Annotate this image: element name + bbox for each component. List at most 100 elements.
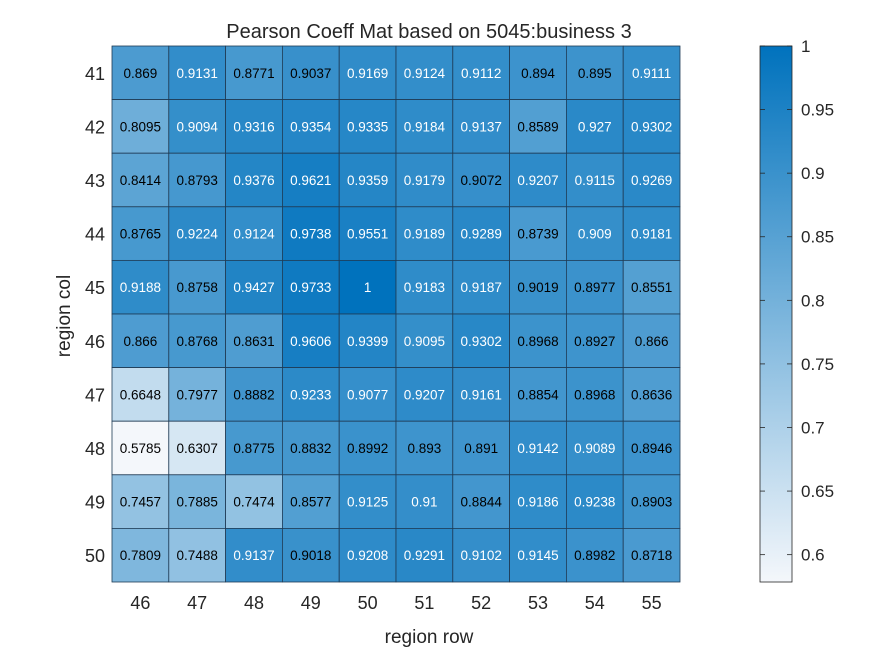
- heatmap-cell: [338, 259, 397, 315]
- heatmap-cell-label: 0.9733: [290, 280, 331, 295]
- heatmap-cell: [566, 367, 624, 422]
- heatmap-cell-label: 0.7809: [120, 548, 161, 563]
- heatmap-cell: [281, 420, 340, 476]
- heatmap-cell: [281, 474, 340, 529]
- heatmap-cell-label: 0.9112: [461, 66, 501, 81]
- heatmap-cell-label: 0.9077: [347, 387, 388, 402]
- y-tick-label: 50: [85, 546, 105, 566]
- heatmap-cell-label: 0.927: [578, 119, 612, 134]
- heatmap-cell-label: 0.6307: [177, 441, 218, 456]
- heatmap-cell-label: 0.9354: [290, 119, 332, 134]
- heatmap-cell: [509, 528, 567, 583]
- heatmap-cell: [395, 367, 454, 422]
- heatmap-cell-label: 0.9137: [461, 119, 502, 134]
- heatmap-cell: [111, 367, 170, 422]
- heatmap-cell: [622, 99, 681, 154]
- heatmap-cell: [395, 313, 454, 368]
- heatmap-cell-label: 0.7885: [177, 495, 218, 510]
- heatmap-cell-label: 0.9738: [290, 227, 331, 242]
- heatmap-cell-label: 0.8854: [517, 387, 559, 402]
- heatmap-cell-label: 0.9359: [347, 173, 388, 188]
- heatmap-cell: [111, 45, 170, 100]
- colorbar-tick-label: 1: [801, 37, 810, 56]
- heatmap-cell: [225, 420, 283, 476]
- heatmap-cell-label: 0.9183: [404, 280, 445, 295]
- heatmap-cell: [566, 528, 624, 583]
- heatmap-cell-label: 0.8718: [631, 548, 672, 563]
- heatmap-cell-label: 0.9189: [404, 227, 445, 242]
- heatmap-cell: [395, 99, 454, 154]
- y-tick-label: 47: [85, 385, 105, 405]
- heatmap-cell-label: 0.9124: [404, 66, 446, 81]
- heatmap-cell: [225, 45, 283, 100]
- heatmap-cell: [111, 152, 170, 208]
- heatmap-cell-label: 0.9224: [177, 227, 219, 242]
- heatmap-cell: [281, 528, 340, 583]
- heatmap-cell-label: 0.8968: [574, 387, 615, 402]
- heatmap-cell: [452, 367, 510, 422]
- heatmap-cell-label: 0.5785: [120, 441, 161, 456]
- x-tick-label: 49: [301, 593, 321, 613]
- heatmap-cell: [566, 420, 624, 476]
- heatmap-cell-label: 0.8992: [347, 441, 388, 456]
- y-tick-label: 48: [85, 439, 105, 459]
- heatmap-cell: [111, 528, 170, 583]
- heatmap-cell-label: 0.869: [124, 66, 158, 81]
- heatmap-cell: [622, 152, 681, 208]
- heatmap-cell-label: 0.6648: [120, 387, 161, 402]
- heatmap-cell-label: 0.7488: [177, 548, 218, 563]
- heatmap-cell-label: 0.9131: [177, 66, 218, 81]
- heatmap-cell-label: 0.9427: [233, 280, 274, 295]
- y-tick-label: 49: [85, 493, 105, 513]
- heatmap-cell-label: 0.8765: [120, 227, 161, 242]
- heatmap-cell: [509, 259, 567, 315]
- x-tick-label: 48: [244, 593, 264, 613]
- colorbar-tick-label: 0.9: [801, 164, 825, 183]
- heatmap-cell-label: 0.8946: [631, 441, 672, 456]
- x-tick-labels: 46 47 48 49 50 51 52 53 54 55: [130, 593, 661, 613]
- heatmap-cell-label: 0.9018: [290, 548, 331, 563]
- heatmap-cell: [395, 259, 454, 315]
- heatmap-cell-label: 0.9137: [233, 548, 274, 563]
- heatmap-cell: [281, 99, 340, 154]
- y-tick-label: 41: [85, 64, 105, 84]
- heatmap-cell-label: 0.9207: [517, 173, 558, 188]
- heatmap-cell: [509, 152, 567, 208]
- heatmap-cell-label: 0.9142: [517, 441, 558, 456]
- heatmap-cell: [225, 474, 283, 529]
- heatmap-cell: [622, 474, 681, 529]
- x-tick-label: 46: [130, 593, 150, 613]
- heatmap-cell: [452, 528, 510, 583]
- heatmap-cell-label: 0.9186: [517, 495, 558, 510]
- heatmap-cell: [281, 45, 340, 100]
- heatmap-cell-label: 0.9551: [347, 227, 388, 242]
- heatmap-cell: [622, 206, 681, 261]
- heatmap-cell-label: 0.9181: [631, 227, 672, 242]
- heatmap-cell-label: 0.8903: [631, 495, 672, 510]
- x-axis-label: region row: [385, 627, 474, 648]
- heatmap-cell: [452, 420, 510, 476]
- heatmap-cell-label: 0.8095: [120, 119, 161, 134]
- heatmap-cell-label: 0.9161: [461, 387, 502, 402]
- heatmap-cell: [509, 45, 567, 100]
- heatmap-cell: [452, 259, 510, 315]
- heatmap-cell: [111, 474, 170, 529]
- heatmap-cell: [168, 45, 227, 100]
- heatmap-cell: [225, 259, 283, 315]
- heatmap-cell-label: 0.8882: [233, 387, 274, 402]
- heatmap-cell-label: 0.9037: [290, 66, 331, 81]
- heatmap-cell: [281, 313, 340, 368]
- heatmap-cell: [111, 313, 170, 368]
- y-tick-label: 43: [85, 171, 105, 191]
- heatmap-cell-label: 0.9606: [290, 334, 331, 349]
- y-axis-label: region col: [54, 275, 75, 357]
- heatmap-cell: [566, 313, 624, 368]
- heatmap-cell-label: 0.9233: [290, 387, 331, 402]
- heatmap-cell: [452, 152, 510, 208]
- heatmap-cell-label: 0.7474: [233, 495, 275, 510]
- heatmap-cell: [168, 259, 227, 315]
- heatmap-cell-label: 0.893: [408, 441, 442, 456]
- heatmap-cell: [225, 528, 283, 583]
- heatmap-cell-label: 0.7457: [120, 495, 161, 510]
- heatmap-cell: [509, 206, 567, 261]
